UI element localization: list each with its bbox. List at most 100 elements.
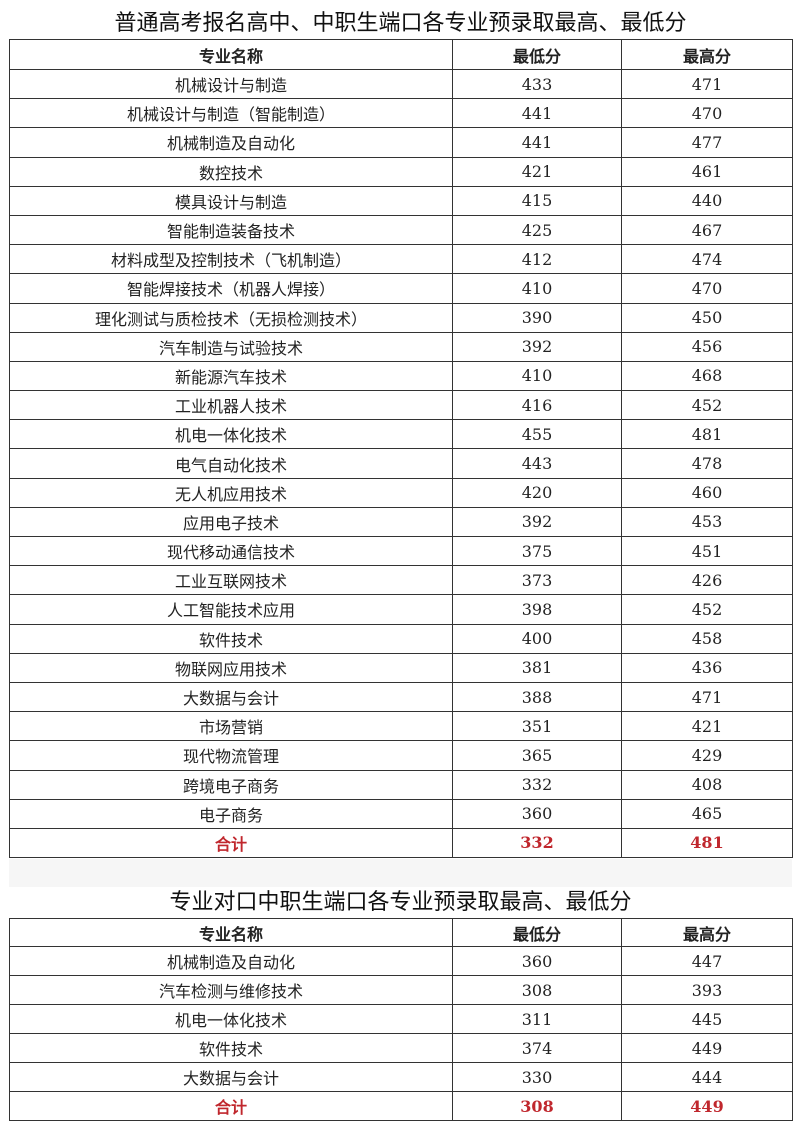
cell-max-score: 460	[621, 477, 793, 508]
cell-major: 机械设计与制造	[9, 68, 453, 100]
cell-min-score: 392	[452, 331, 622, 362]
table1-title: 普通高考报名高中、中职生端口各专业预录取最高、最低分	[114, 11, 687, 36]
cell-major: 机械制造及自动化	[9, 127, 453, 158]
cell-major: 机械制造及自动化	[9, 946, 453, 976]
table-row: 模具设计与制造 415 440	[9, 185, 793, 216]
total-cell-max-score: 481	[621, 827, 793, 859]
table-row: 数控技术 421 461	[9, 156, 793, 187]
total-row: 合计 332 481	[9, 827, 793, 859]
table-row: 应用电子技术 392 453	[9, 506, 793, 538]
cell-min-score: 410	[452, 360, 622, 392]
cell-major: 物联网应用技术	[9, 652, 453, 683]
table2-title: 专业对口中职生端口各专业预录取最高、最低分	[169, 890, 632, 915]
table-row: 现代物流管理 365 429	[9, 740, 793, 771]
cell-max-score: 408	[621, 769, 793, 800]
table-row: 物联网应用技术 381 436	[9, 652, 793, 683]
cell-min-score: 455	[452, 419, 622, 450]
cell-min-score: 311	[452, 1004, 622, 1034]
table-row: 智能制造装备技术 425 467	[9, 214, 793, 246]
cell-major: 工业机器人技术	[9, 390, 453, 421]
table-row: 大数据与会计 330 444	[9, 1062, 793, 1092]
cell-max-score: 474	[621, 244, 793, 275]
cell-min-score: 443	[452, 448, 622, 479]
cell-max-score: 481	[621, 419, 793, 450]
total-cell-max-score: 449	[621, 1091, 793, 1121]
cell-major: 机械设计与制造（智能制造）	[9, 98, 453, 129]
cell-max-score: 436	[621, 652, 793, 683]
cell-max-score: 445	[621, 1004, 793, 1034]
table-row: 智能焊接技术（机器人焊接） 410 470	[9, 273, 793, 304]
table-row: 无人机应用技术 420 460	[9, 477, 793, 508]
table1: 专业名称 最低分 最高分 机械设计与制造 433 471 机械设计与制造（智能制造） 4…	[9, 39, 793, 859]
cell-major: 汽车检测与维修技术	[9, 975, 453, 1005]
cell-major: 应用电子技术	[9, 506, 453, 538]
table-row: 机电一体化技术 455 481	[9, 419, 793, 450]
cell-major: 软件技术	[9, 1033, 453, 1063]
cell-max-score: 450	[621, 302, 793, 333]
cell-min-score: 390	[452, 302, 622, 333]
cell-max-score: 447	[621, 946, 793, 976]
cell-max-score: 471	[621, 681, 793, 713]
cell-min-score: 412	[452, 244, 622, 275]
cell-min-score: 373	[452, 565, 622, 596]
header-max: 最高分	[621, 39, 793, 70]
cell-major: 电气自动化技术	[9, 448, 453, 479]
cell-max-score: 426	[621, 565, 793, 596]
table2-header-row: 专业名称 最低分 最高分	[9, 918, 793, 947]
cell-max-score: 458	[621, 623, 793, 654]
header-min: 最低分	[452, 39, 622, 70]
table-row: 现代移动通信技术 375 451	[9, 535, 793, 567]
cell-min-score: 388	[452, 681, 622, 713]
table-row: 机械制造及自动化 441 477	[9, 127, 793, 158]
table-row: 电子商务 360 465	[9, 798, 793, 829]
cell-major: 智能焊接技术（机器人焊接）	[9, 273, 453, 304]
cell-min-score: 392	[452, 506, 622, 538]
spacer	[9, 859, 792, 887]
cell-max-score: 467	[621, 214, 793, 246]
cell-major: 汽车制造与试验技术	[9, 331, 453, 362]
cell-min-score: 441	[452, 98, 622, 129]
cell-min-score: 441	[452, 127, 622, 158]
cell-major: 大数据与会计	[9, 681, 453, 713]
cell-max-score: 453	[621, 506, 793, 538]
cell-max-score: 465	[621, 798, 793, 829]
cell-major: 机电一体化技术	[9, 1004, 453, 1034]
cell-major: 软件技术	[9, 623, 453, 654]
cell-min-score: 330	[452, 1062, 622, 1092]
table-row: 工业互联网技术 373 426	[9, 565, 793, 596]
table1-header-row: 专业名称 最低分 最高分	[9, 39, 793, 70]
total-cell-major: 合计	[9, 1091, 453, 1121]
table-row: 新能源汽车技术 410 468	[9, 360, 793, 392]
table-row: 跨境电子商务 332 408	[9, 769, 793, 800]
cell-min-score: 360	[452, 798, 622, 829]
cell-min-score: 308	[452, 975, 622, 1005]
cell-major: 跨境电子商务	[9, 769, 453, 800]
cell-major: 无人机应用技术	[9, 477, 453, 508]
table-row: 软件技术 400 458	[9, 623, 793, 654]
cell-major: 数控技术	[9, 156, 453, 187]
table-row: 电气自动化技术 443 478	[9, 448, 793, 479]
cell-max-score: 452	[621, 594, 793, 625]
cell-max-score: 468	[621, 360, 793, 392]
table-row: 汽车制造与试验技术 392 456	[9, 331, 793, 362]
cell-min-score: 351	[452, 711, 622, 742]
cell-min-score: 420	[452, 477, 622, 508]
cell-max-score: 452	[621, 390, 793, 421]
cell-min-score: 375	[452, 535, 622, 567]
cell-max-score: 456	[621, 331, 793, 362]
cell-min-score: 410	[452, 273, 622, 304]
header-major: 专业名称	[9, 918, 453, 947]
cell-min-score: 433	[452, 68, 622, 100]
cell-major: 大数据与会计	[9, 1062, 453, 1092]
cell-max-score: 470	[621, 98, 793, 129]
cell-min-score: 415	[452, 185, 622, 216]
cell-major: 市场营销	[9, 711, 453, 742]
cell-max-score: 471	[621, 68, 793, 100]
table-row: 理化测试与质检技术（无损检测技术） 390 450	[9, 302, 793, 333]
header-max: 最高分	[621, 918, 793, 947]
total-cell-min-score: 332	[452, 827, 622, 859]
cell-max-score: 470	[621, 273, 793, 304]
cell-min-score: 374	[452, 1033, 622, 1063]
table-row: 机械制造及自动化 360 447	[9, 946, 793, 976]
table-row: 市场营销 351 421	[9, 711, 793, 742]
